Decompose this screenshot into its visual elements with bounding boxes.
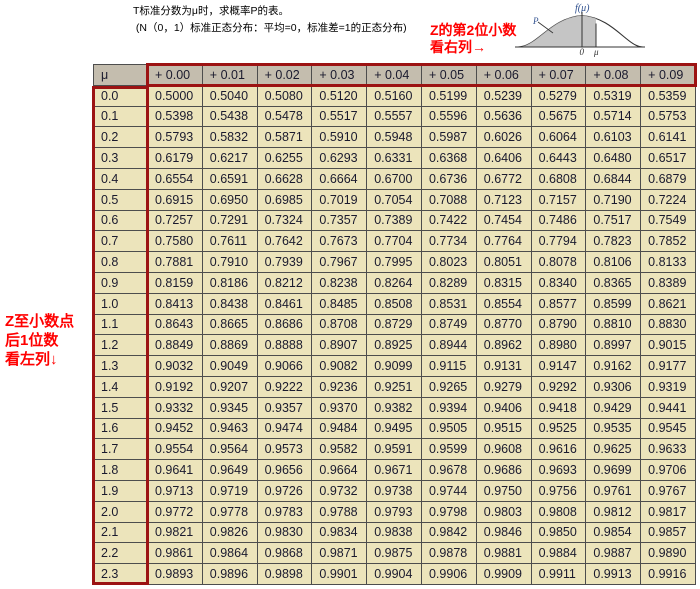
svg-text:μ: μ — [593, 47, 599, 57]
svg-text:f(μ): f(μ) — [575, 3, 590, 14]
svg-text:P: P — [532, 16, 539, 26]
svg-text:0: 0 — [580, 47, 585, 57]
